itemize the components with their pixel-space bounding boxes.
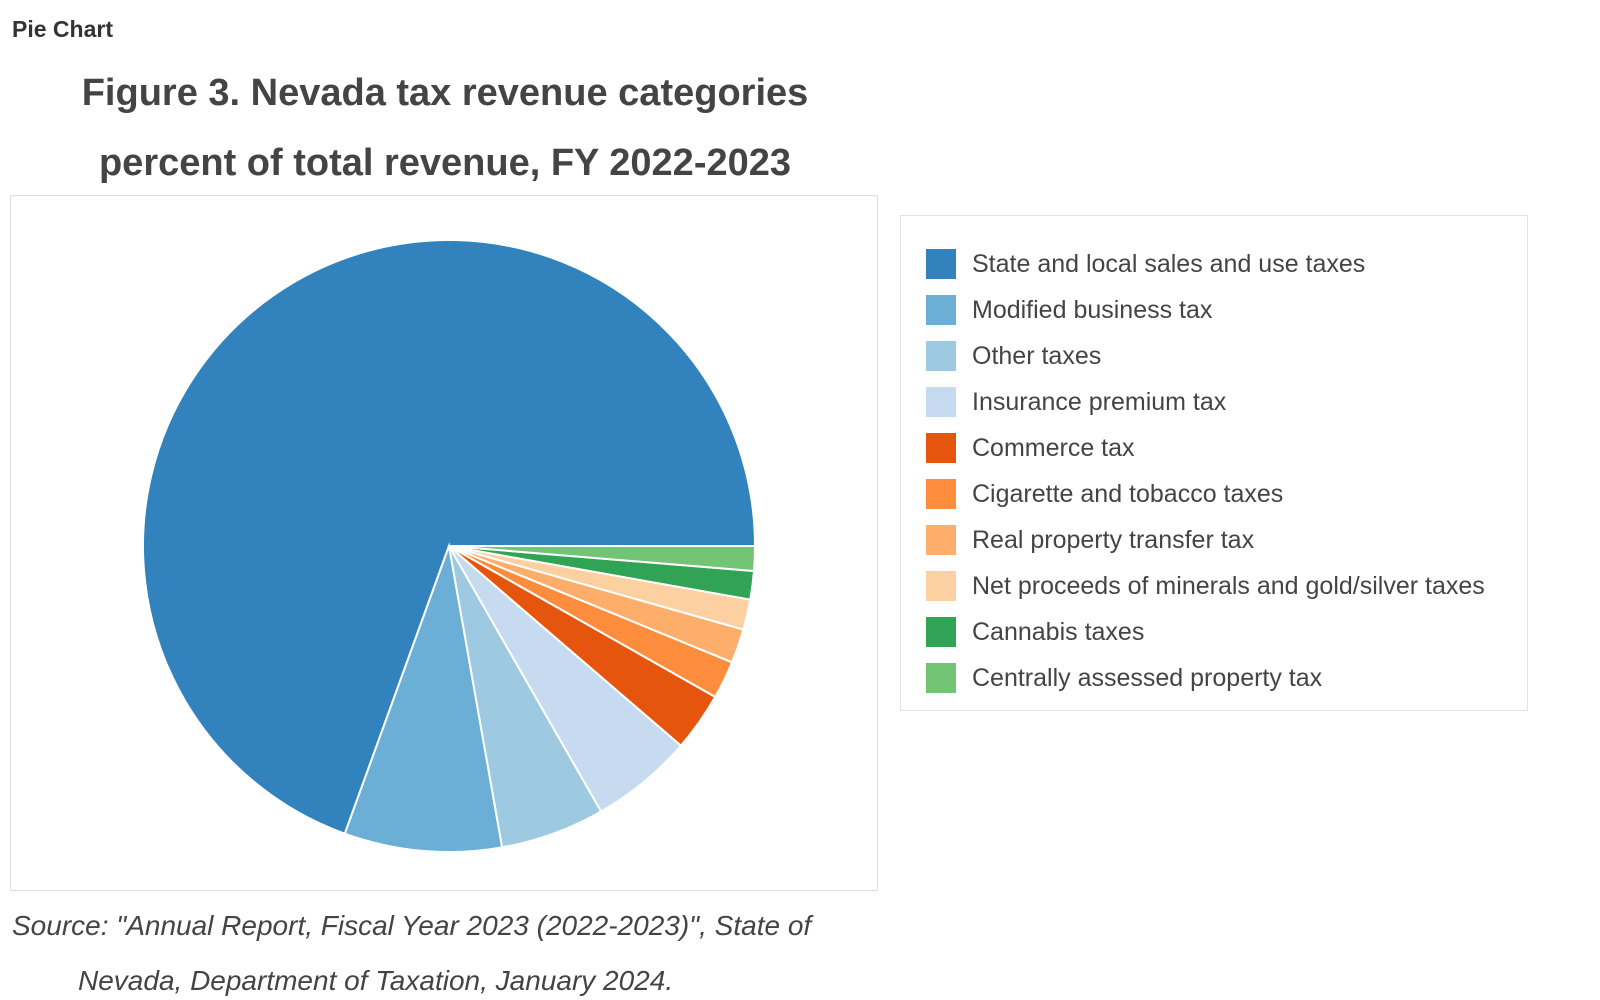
chart-title: Figure 3. Nevada tax revenue categories … — [10, 58, 880, 198]
legend-label: State and local sales and use taxes — [972, 249, 1366, 278]
legend-label: Real property transfer tax — [972, 525, 1255, 554]
legend-swatch — [926, 387, 956, 417]
pie-slice-modified-business-tax[interactable] — [343, 542, 504, 853]
chart-title-line-1: Figure 3. Nevada tax revenue categories — [81, 72, 809, 114]
legend-item-insurance-premium-tax[interactable]: Insurance premium tax — [926, 379, 1527, 425]
pie-slice-state-and-local-sales-and-use-taxes[interactable] — [142, 239, 757, 835]
legend-label: Cigarette and tobacco taxes — [972, 479, 1284, 508]
chart-frame — [10, 195, 878, 891]
legend-item-other-taxes[interactable]: Other taxes — [926, 333, 1527, 379]
legend-item-cigarette-and-tobacco-taxes[interactable]: Cigarette and tobacco taxes — [926, 471, 1527, 517]
source-line-1: Source: "Annual Report, Fiscal Year 2023… — [12, 910, 812, 941]
legend-label: Net proceeds of minerals and gold/silver… — [972, 571, 1485, 600]
legend-swatch — [926, 571, 956, 601]
chart-title-line-2: percent of total revenue, FY 2022-2023 — [98, 142, 792, 184]
legend-item-real-property-transfer-tax[interactable]: Real property transfer tax — [926, 517, 1527, 563]
legend-label: Insurance premium tax — [972, 387, 1227, 416]
legend-swatch — [926, 341, 956, 371]
page-label: Pie Chart — [12, 16, 113, 42]
chart-legend: State and local sales and use taxes Modif… — [900, 215, 1528, 711]
legend-swatch — [926, 525, 956, 555]
legend-swatch — [926, 249, 956, 279]
legend-label: Modified business tax — [972, 295, 1213, 324]
pie-slice-centrally-assessed-property-tax[interactable] — [448, 545, 757, 573]
legend-item-net-proceeds-of-minerals-and-gold-silver-taxes[interactable]: Net proceeds of minerals and gold/silver… — [926, 563, 1527, 609]
legend-item-state-and-local-sales-and-use-taxes[interactable]: State and local sales and use taxes — [926, 241, 1527, 287]
legend-swatch — [926, 433, 956, 463]
legend-swatch — [926, 663, 956, 693]
legend-item-cannabis-taxes[interactable]: Cannabis taxes — [926, 609, 1527, 655]
legend-item-commerce-tax[interactable]: Commerce tax — [926, 425, 1527, 471]
legend-item-modified-business-tax[interactable]: Modified business tax — [926, 287, 1527, 333]
legend-swatch — [926, 295, 956, 325]
legend-label: Other taxes — [972, 341, 1102, 370]
legend-label: Centrally assessed property tax — [972, 663, 1323, 692]
legend-swatch — [926, 479, 956, 509]
legend-label: Cannabis taxes — [972, 617, 1145, 646]
legend-swatch — [926, 617, 956, 647]
pie-chart — [142, 239, 757, 853]
legend-item-centrally-assessed-property-tax[interactable]: Centrally assessed property tax — [926, 655, 1527, 701]
legend-label: Commerce tax — [972, 433, 1135, 462]
source-line-2: Nevada, Department of Taxation, January … — [78, 965, 674, 996]
source-note: Source: "Annual Report, Fiscal Year 2023… — [12, 898, 882, 1000]
